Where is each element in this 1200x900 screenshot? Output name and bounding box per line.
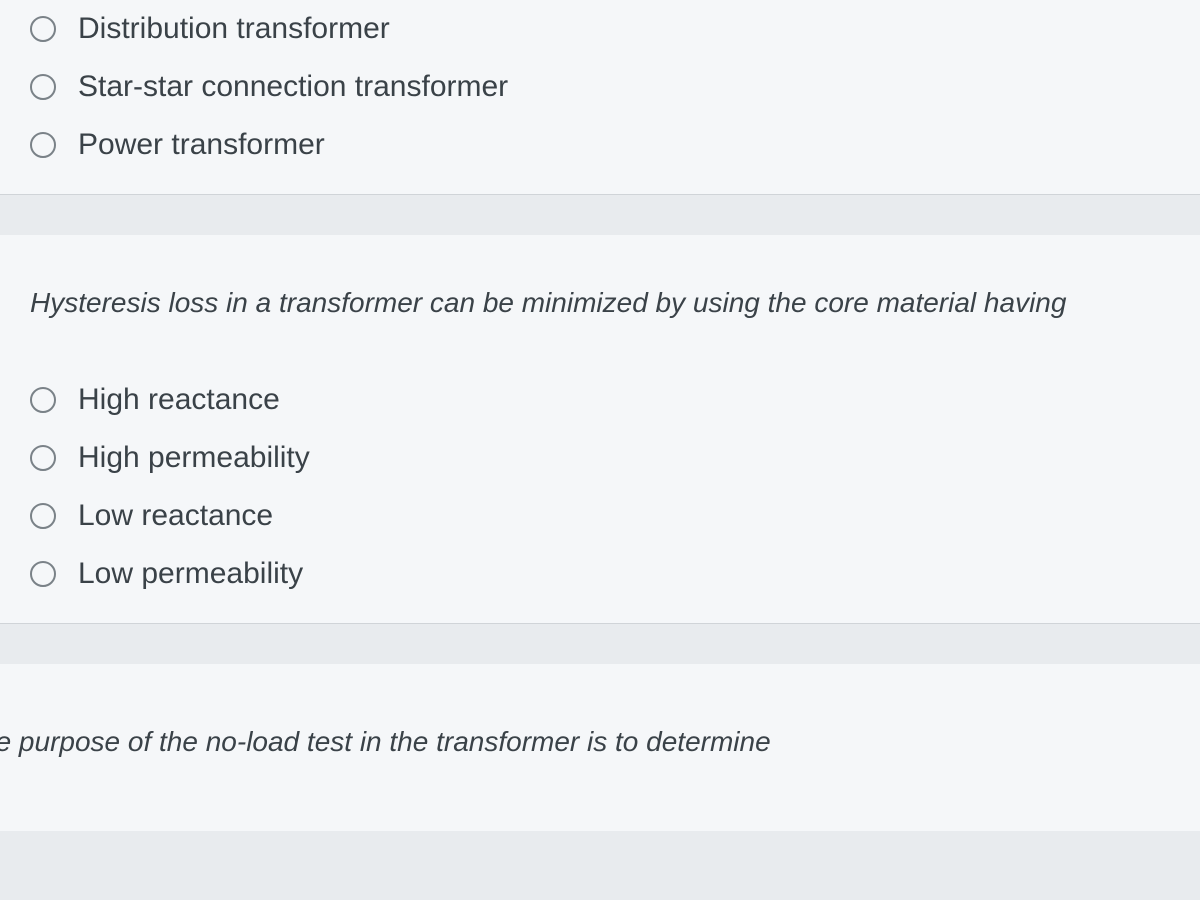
options-group-2: High reactance High permeability Low rea… <box>0 371 1200 603</box>
question-block-2: Hysteresis loss in a transformer can be … <box>0 235 1200 624</box>
question-text: Hysteresis loss in a transformer can be … <box>0 275 1200 371</box>
radio-icon[interactable] <box>30 445 56 471</box>
option-row[interactable]: Star-star connection transformer <box>30 58 1170 116</box>
radio-icon[interactable] <box>30 561 56 587</box>
option-label: Low reactance <box>78 499 273 533</box>
option-label: Power transformer <box>78 128 325 162</box>
question-block-3: he purpose of the no-load test in the tr… <box>0 664 1200 830</box>
radio-icon[interactable] <box>30 74 56 100</box>
option-row[interactable]: Power transformer <box>30 116 1170 174</box>
option-label: High reactance <box>78 383 280 417</box>
radio-icon[interactable] <box>30 503 56 529</box>
option-row[interactable]: Low reactance <box>30 487 1170 545</box>
option-row[interactable]: Distribution transformer <box>30 0 1170 58</box>
radio-icon[interactable] <box>30 16 56 42</box>
option-label: Distribution transformer <box>78 12 390 46</box>
radio-icon[interactable] <box>30 387 56 413</box>
options-group-1: Distribution transformer Star-star conne… <box>0 0 1200 174</box>
option-label: Low permeability <box>78 557 303 591</box>
option-label: High permeability <box>78 441 310 475</box>
radio-icon[interactable] <box>30 132 56 158</box>
option-label: Star-star connection transformer <box>78 70 508 104</box>
option-row[interactable]: High permeability <box>30 429 1170 487</box>
option-row[interactable]: Low permeability <box>30 545 1170 603</box>
question-block-1: Distribution transformer Star-star conne… <box>0 0 1200 195</box>
option-row[interactable]: High reactance <box>30 371 1170 429</box>
question-text: he purpose of the no-load test in the tr… <box>0 714 1200 770</box>
